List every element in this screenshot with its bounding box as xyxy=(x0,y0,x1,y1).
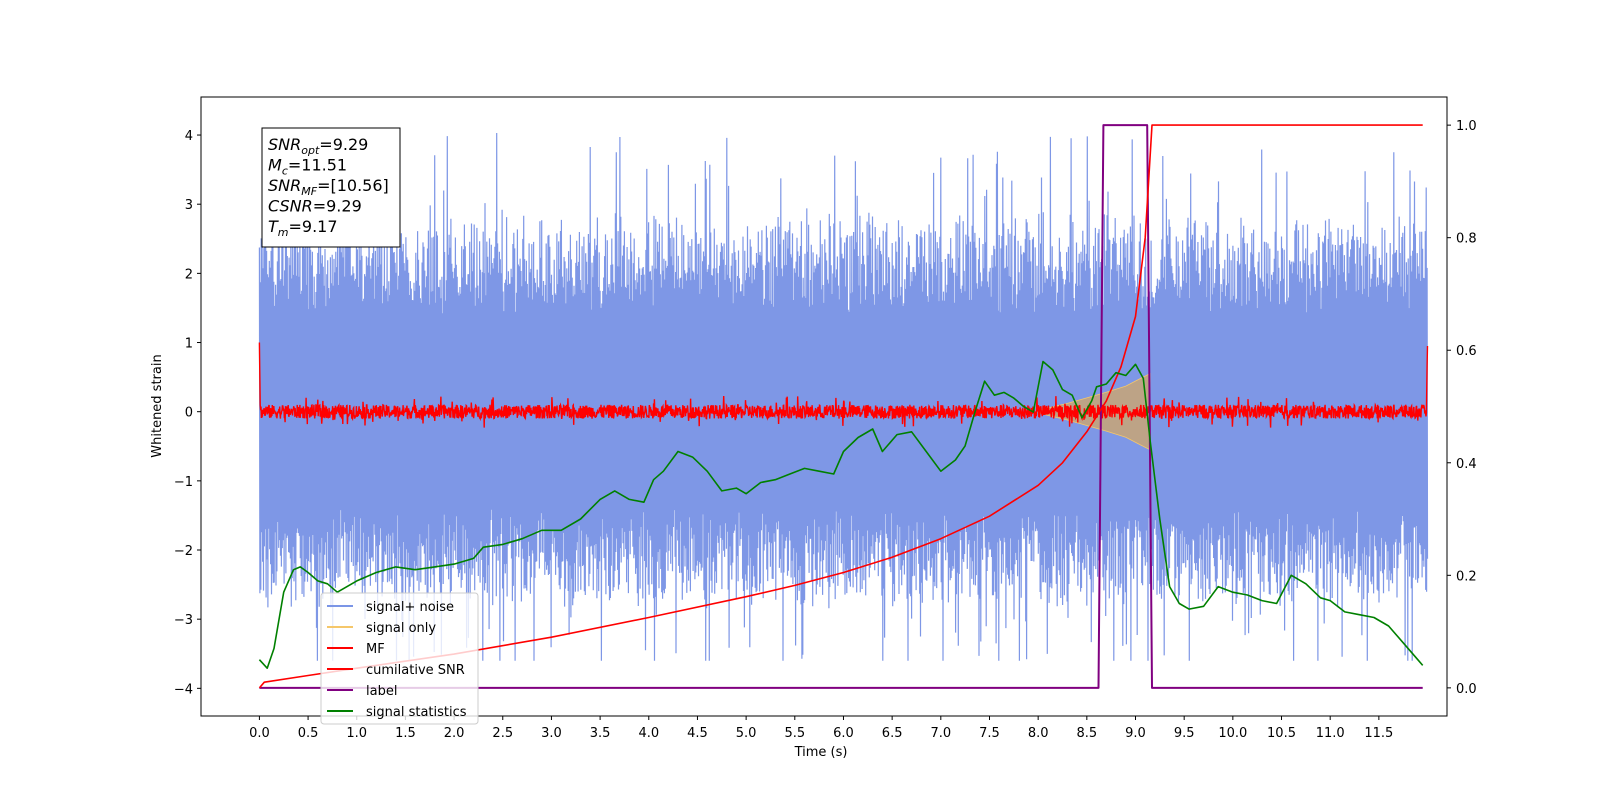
annotation-line: Mc=11.51 xyxy=(268,156,347,178)
y-axis-right: 0.0 0.2 0.4 0.6 0.8 1.0 xyxy=(1447,119,1477,697)
annotation-line: SNRMF=[10.56] xyxy=(268,176,389,198)
y-left-tick-label: 0 xyxy=(185,406,193,421)
x-axis-label: Time (s) xyxy=(794,745,848,760)
plot-frame xyxy=(200,96,1448,717)
y-right-tick-label: 0.4 xyxy=(1456,457,1477,472)
y-left-tick-label: −4 xyxy=(174,682,193,697)
y-axis-label: Whitened strain xyxy=(150,354,165,457)
x-tick-label: 6.5 xyxy=(882,726,903,741)
y-left-tick-label: −3 xyxy=(174,613,193,628)
series-cumulative-snr xyxy=(258,124,1423,689)
x-tick-label: 1.0 xyxy=(346,726,367,741)
y-right-tick-label: 1.0 xyxy=(1456,119,1477,134)
annotation-line: SNRopt=9.29 xyxy=(268,135,368,157)
x-tick-label: 10.0 xyxy=(1218,726,1247,741)
y-axis-left: −4 −3 −2 −1 0 1 2 3 4 xyxy=(174,129,201,697)
x-tick-label: 9.5 xyxy=(1174,726,1195,741)
annotation-box: SNRopt=9.29Mc=11.51SNRMF=[10.56]CSNR=9.2… xyxy=(261,127,401,248)
x-tick-label: 5.0 xyxy=(736,726,757,741)
x-tick-label: 2.5 xyxy=(492,726,513,741)
annotation-line: CSNR=9.29 xyxy=(268,197,362,216)
y-right-tick-label: 0.8 xyxy=(1456,232,1477,247)
series-signal-noise xyxy=(258,132,1429,661)
annotation-frame xyxy=(261,127,401,248)
x-axis: 0.0 0.5 1.0 1.5 2.0 2.5 3.0 3.5 4.0 4.5 5.0 5.5 6.0 6… xyxy=(249,716,1393,741)
legend-label: signal statistics xyxy=(366,705,467,720)
x-tick-label: 0.5 xyxy=(298,726,319,741)
x-tick-label: 6.0 xyxy=(833,726,854,741)
x-tick-label: 3.0 xyxy=(541,726,562,741)
x-tick-label: 0.0 xyxy=(249,726,270,741)
x-tick-label: 7.0 xyxy=(930,726,951,741)
x-tick-label: 8.5 xyxy=(1076,726,1097,741)
legend-label: MF xyxy=(366,642,385,657)
x-tick-label: 2.0 xyxy=(444,726,465,741)
y-left-tick-label: 4 xyxy=(185,129,193,144)
x-tick-label: 7.5 xyxy=(979,726,1000,741)
y-left-tick-label: 1 xyxy=(185,337,193,352)
x-tick-label: 3.5 xyxy=(590,726,611,741)
y-left-tick-label: −2 xyxy=(174,544,193,559)
series-mf xyxy=(258,342,1429,428)
series-signal-statistics xyxy=(258,360,1424,669)
x-tick-label: 4.0 xyxy=(638,726,659,741)
y-right-tick-label: 0.6 xyxy=(1456,344,1477,359)
x-tick-label: 11.5 xyxy=(1364,726,1393,741)
y-left-tick-label: 2 xyxy=(185,267,193,282)
x-tick-label: 10.5 xyxy=(1267,726,1296,741)
y-left-tick-label: −1 xyxy=(174,475,193,490)
y-left-tick-label: 3 xyxy=(185,198,193,213)
legend-label: signal only xyxy=(366,621,436,636)
legend-frame xyxy=(320,592,479,725)
x-tick-label: 1.5 xyxy=(395,726,416,741)
legend-label: label xyxy=(366,684,397,699)
legend-label: signal+ noise xyxy=(366,600,454,615)
legend-label: cumilative SNR xyxy=(366,663,465,678)
legend: signal+ noise signal only MF cumilative SNR… xyxy=(320,592,479,725)
x-tick-label: 8.0 xyxy=(1028,726,1049,741)
annotation-line: Tm=9.17 xyxy=(268,217,338,239)
y-right-tick-label: 0.2 xyxy=(1456,569,1477,584)
series-label xyxy=(259,124,1423,689)
x-tick-label: 9.0 xyxy=(1125,726,1146,741)
plot-area xyxy=(258,124,1429,689)
x-tick-label: 5.5 xyxy=(784,726,805,741)
x-tick-label: 11.0 xyxy=(1316,726,1345,741)
x-tick-label: 4.5 xyxy=(687,726,708,741)
y-right-tick-label: 0.0 xyxy=(1456,682,1477,697)
